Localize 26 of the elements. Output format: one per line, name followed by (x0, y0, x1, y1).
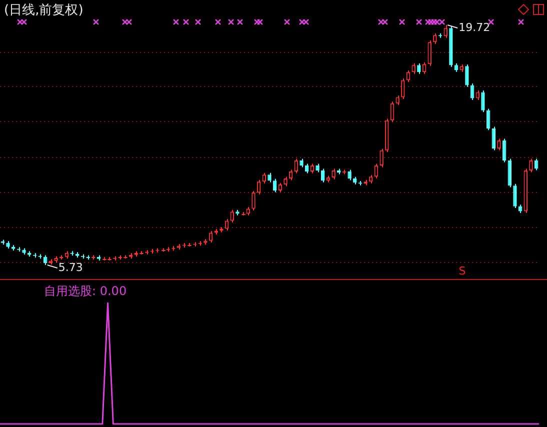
candlestick (497, 138, 501, 151)
candlestick (513, 183, 517, 209)
candlestick (465, 64, 469, 88)
candlestick (433, 32, 437, 44)
candlestick (268, 172, 272, 183)
candlestick (417, 62, 421, 74)
candlestick (380, 148, 384, 168)
candlestick (332, 168, 336, 180)
candlestick (444, 24, 448, 38)
candlestick (401, 78, 405, 100)
text: 自用选股: 0.00 (44, 284, 127, 298)
chart-title: (日线,前复权) (4, 2, 84, 18)
candlestick (428, 40, 432, 66)
candlestick (208, 230, 213, 244)
candlestick (396, 95, 400, 106)
candlestick (481, 90, 485, 113)
candlestick (529, 158, 533, 173)
candlestick (476, 90, 480, 100)
candlestick (224, 218, 229, 232)
candlestick (470, 83, 474, 100)
candlestick (348, 169, 352, 181)
annotation: 19.72 (458, 20, 490, 34)
candlestick (252, 190, 256, 211)
candlestick (412, 62, 416, 74)
annotation: 5.73 (58, 260, 83, 274)
annotation: S (458, 264, 466, 278)
